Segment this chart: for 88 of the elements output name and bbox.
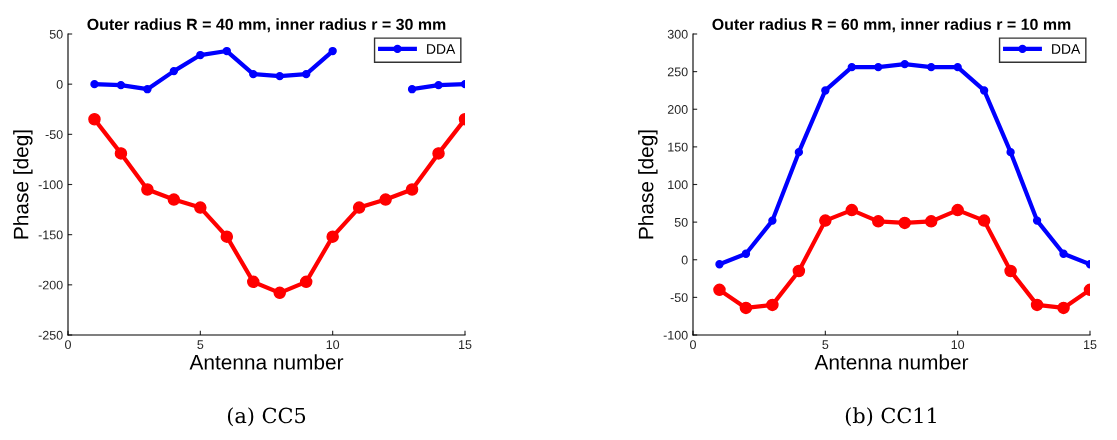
x-tick-label: 10 bbox=[951, 340, 965, 350]
x-tick-label: 5 bbox=[197, 340, 204, 350]
y-tick-label: -200 bbox=[38, 280, 63, 290]
y-tick-label: -150 bbox=[38, 230, 63, 240]
y-tick-label: 150 bbox=[668, 142, 688, 152]
point bbox=[379, 193, 392, 206]
y-tick-label: 300 bbox=[667, 29, 688, 39]
point bbox=[141, 183, 154, 196]
point bbox=[114, 147, 128, 160]
x-tick-label: 15 bbox=[1084, 340, 1097, 350]
point bbox=[739, 301, 753, 315]
y-axis-title: Phase [deg] bbox=[638, 130, 658, 239]
point bbox=[768, 216, 777, 225]
point bbox=[794, 147, 804, 157]
text: (a) CC5 bbox=[227, 407, 306, 427]
y-tick-label: -100 bbox=[663, 330, 688, 340]
point bbox=[924, 215, 938, 228]
point bbox=[1004, 264, 1017, 278]
point bbox=[845, 203, 859, 217]
legend-label: DDA bbox=[427, 44, 456, 54]
point bbox=[432, 147, 445, 160]
point bbox=[951, 203, 964, 217]
y-tick-label: 250 bbox=[667, 67, 688, 77]
point bbox=[1006, 147, 1015, 157]
point bbox=[713, 283, 726, 297]
x-axis-title: Antenna number bbox=[189, 354, 344, 370]
x-tick-label: 10 bbox=[326, 340, 340, 350]
legend-label: DDA bbox=[1052, 44, 1081, 54]
point bbox=[979, 86, 989, 95]
point bbox=[220, 230, 234, 243]
text: (b) CC11 bbox=[845, 407, 936, 427]
chart-title: Outer radius R = 40 mm, inner radius r = 30 mm bbox=[87, 18, 446, 33]
point bbox=[328, 46, 337, 56]
point bbox=[927, 62, 936, 72]
point bbox=[819, 214, 832, 227]
point bbox=[405, 183, 419, 196]
point bbox=[249, 69, 258, 79]
point bbox=[247, 275, 260, 289]
point bbox=[88, 113, 101, 126]
x-axis-title: Antenna number bbox=[814, 354, 969, 370]
point bbox=[196, 50, 205, 60]
y-tick-label: -50 bbox=[45, 130, 63, 139]
point bbox=[792, 264, 806, 278]
point bbox=[194, 201, 207, 214]
x-tick-label: 5 bbox=[822, 340, 829, 350]
y-tick-label: 0 bbox=[681, 255, 688, 265]
y-axis-title: Phase [deg] bbox=[13, 130, 33, 239]
point bbox=[766, 298, 779, 312]
point bbox=[872, 215, 885, 228]
y-tick-label: -250 bbox=[38, 330, 63, 340]
point bbox=[273, 286, 286, 300]
point bbox=[900, 59, 909, 69]
point bbox=[1030, 298, 1044, 312]
point bbox=[167, 193, 181, 206]
x-tick-label: 15 bbox=[459, 340, 472, 350]
point bbox=[169, 66, 179, 76]
point bbox=[326, 230, 339, 243]
point bbox=[222, 46, 231, 56]
y-tick-label: 50 bbox=[49, 29, 63, 39]
point bbox=[1057, 301, 1070, 315]
point bbox=[1032, 216, 1042, 225]
point bbox=[143, 85, 152, 94]
point bbox=[847, 62, 856, 72]
point bbox=[434, 81, 443, 90]
point bbox=[90, 79, 99, 89]
y-tick-label: 50 bbox=[674, 217, 688, 227]
point bbox=[741, 249, 751, 258]
y-tick-label: 0 bbox=[56, 79, 63, 89]
point bbox=[299, 275, 313, 289]
point bbox=[977, 214, 991, 227]
x-tick-label: 0 bbox=[690, 340, 696, 350]
point bbox=[1059, 249, 1068, 258]
chart-title: Outer radius R = 60 mm, inner radius r = 10 mm bbox=[712, 18, 1071, 33]
point bbox=[275, 71, 284, 81]
point bbox=[874, 62, 883, 72]
x-tick-label: 0 bbox=[65, 340, 71, 350]
point bbox=[898, 216, 911, 230]
point bbox=[407, 85, 417, 94]
point bbox=[116, 81, 126, 90]
point bbox=[953, 62, 962, 72]
y-tick-label: 200 bbox=[667, 105, 688, 114]
point bbox=[352, 201, 366, 214]
y-tick-label: -100 bbox=[38, 180, 63, 190]
point bbox=[821, 86, 830, 95]
y-tick-label: 100 bbox=[668, 180, 688, 190]
y-tick-label: -50 bbox=[670, 293, 688, 303]
point bbox=[302, 69, 311, 79]
point bbox=[715, 260, 724, 269]
